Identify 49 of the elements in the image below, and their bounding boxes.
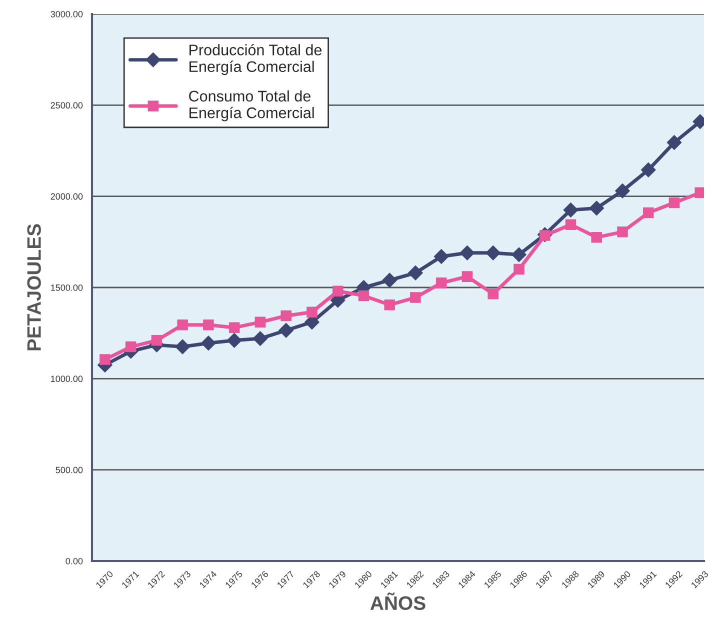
point xyxy=(642,207,654,218)
point xyxy=(460,245,475,260)
x-axis-title: AÑOS xyxy=(370,592,426,610)
point xyxy=(177,319,188,330)
y-tick-label: 2000.00 xyxy=(50,193,83,200)
point xyxy=(228,322,240,333)
point xyxy=(563,202,578,218)
point xyxy=(488,288,498,300)
point xyxy=(384,299,395,310)
point xyxy=(434,249,449,264)
y-axis-title: PETAJOULES xyxy=(27,224,41,350)
point xyxy=(436,278,447,288)
y-tick-label: 0.00 xyxy=(66,558,83,564)
y-tick-label: 1500.00 xyxy=(51,284,83,291)
point xyxy=(254,316,266,328)
point xyxy=(332,286,344,297)
point xyxy=(306,306,318,318)
point xyxy=(514,264,524,275)
y-tick-label: 3000.00 xyxy=(50,10,83,18)
point xyxy=(666,135,682,150)
point xyxy=(462,271,473,282)
point xyxy=(382,272,397,288)
point xyxy=(358,290,370,302)
point xyxy=(486,245,500,260)
point xyxy=(151,334,162,346)
point xyxy=(226,332,242,348)
point xyxy=(175,339,190,354)
point xyxy=(589,200,604,216)
point xyxy=(203,319,214,330)
point xyxy=(100,354,110,365)
point xyxy=(615,183,630,198)
legend-label: Producción Total de Energía Comercial xyxy=(190,44,322,76)
point xyxy=(201,336,216,351)
point xyxy=(591,232,602,243)
point xyxy=(278,322,294,338)
point xyxy=(512,247,526,262)
y-tick-label: 1000.00 xyxy=(51,376,83,382)
legend-label: Consumo Total de Energía Comercial xyxy=(189,90,314,122)
point xyxy=(280,310,292,322)
point xyxy=(410,292,421,303)
point xyxy=(252,331,268,346)
point xyxy=(640,162,656,178)
point xyxy=(125,341,136,352)
point xyxy=(668,197,680,208)
y-tick-label: 2500.00 xyxy=(50,102,83,109)
y-tick-label: 500.00 xyxy=(56,466,83,474)
point xyxy=(565,219,576,230)
point xyxy=(617,226,628,238)
point xyxy=(408,266,423,280)
